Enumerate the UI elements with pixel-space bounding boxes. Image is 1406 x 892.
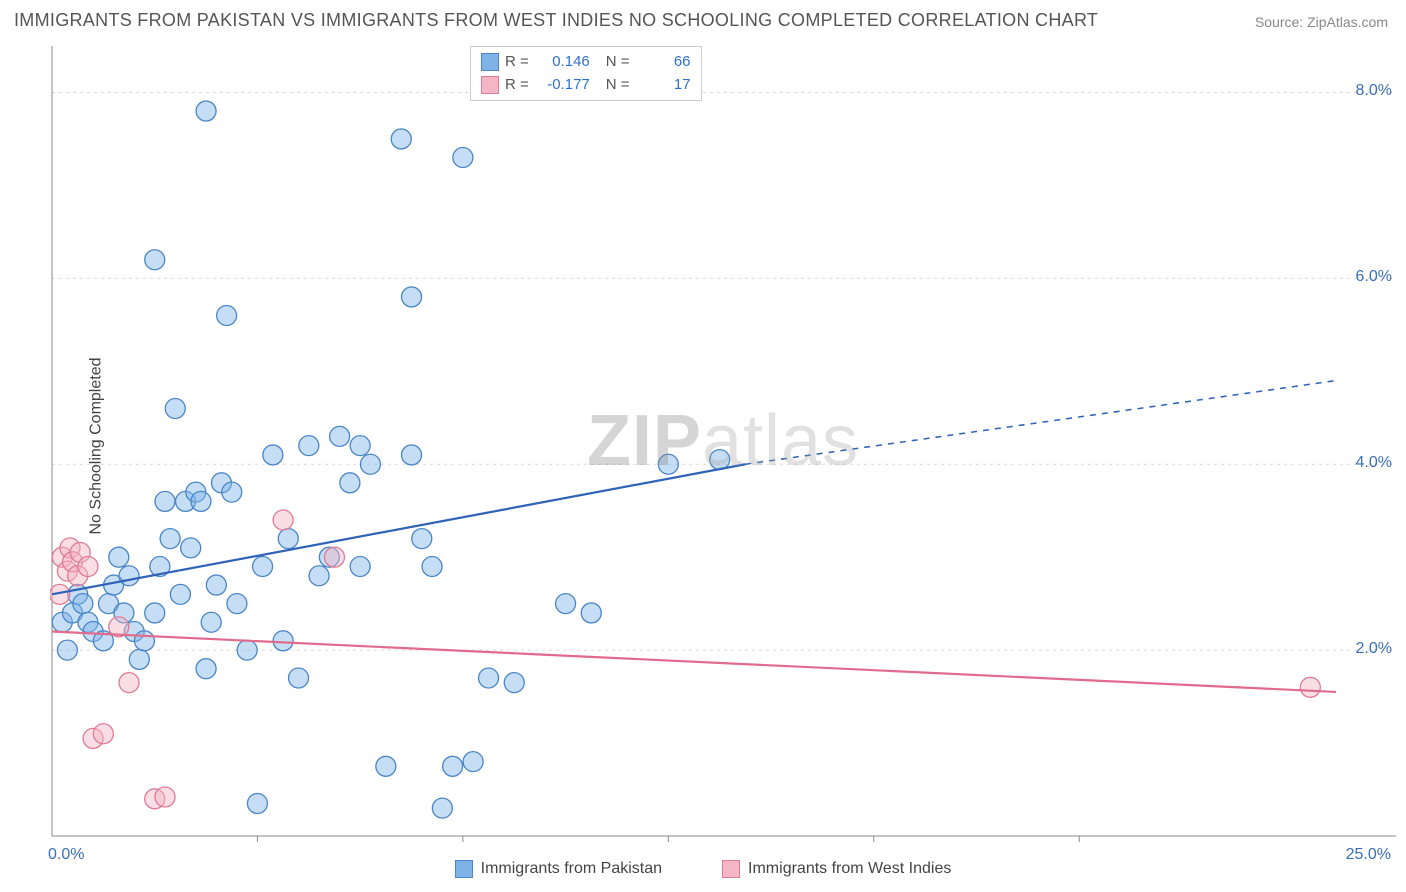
legend-label-pakistan: Immigrants from Pakistan <box>481 860 662 878</box>
legend-item-pakistan: Immigrants from Pakistan <box>455 860 662 878</box>
swatch-pakistan-icon <box>455 860 473 878</box>
source-attribution: Source: ZipAtlas.com <box>1255 14 1388 30</box>
stats-row-westindies: R = -0.177 N = 17 <box>481 74 691 97</box>
stats-legend: R = 0.146 N = 66 R = -0.177 N = 17 <box>470 46 702 101</box>
y-tick-2: 6.0% <box>1356 268 1392 286</box>
stats-row-pakistan: R = 0.146 N = 66 <box>481 51 691 74</box>
y-tick-3: 8.0% <box>1356 82 1392 100</box>
x-tick-0: 0.0% <box>48 846 84 864</box>
legend-item-westindies: Immigrants from West Indies <box>722 860 951 878</box>
swatch-westindies-icon <box>722 860 740 878</box>
chart-title: IMMIGRANTS FROM PAKISTAN VS IMMIGRANTS F… <box>14 10 1098 31</box>
swatch-pakistan <box>481 53 499 71</box>
swatch-westindies <box>481 76 499 94</box>
series-legend: Immigrants from Pakistan Immigrants from… <box>0 860 1406 878</box>
y-tick-0: 2.0% <box>1356 640 1392 658</box>
scatter-chart <box>50 40 1396 842</box>
chart-area: ZIPatlas <box>50 40 1396 842</box>
x-tick-1: 25.0% <box>1346 846 1391 864</box>
y-tick-1: 4.0% <box>1356 454 1392 472</box>
legend-label-westindies: Immigrants from West Indies <box>748 860 951 878</box>
